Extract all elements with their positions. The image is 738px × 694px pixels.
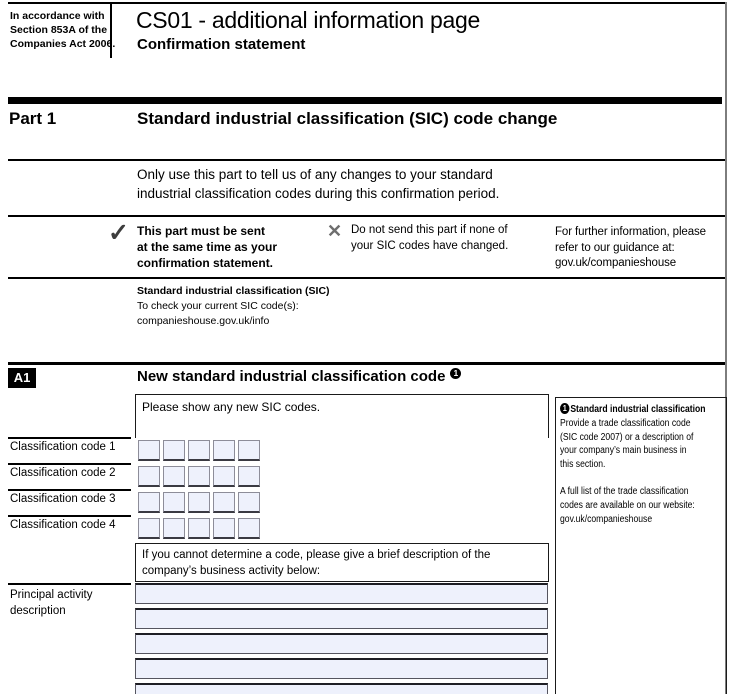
row-rule xyxy=(8,489,131,491)
further-info-line: refer to our guidance at: xyxy=(555,241,675,254)
part1-intro: Only use this part to tell us of any cha… xyxy=(137,166,499,204)
sic-codes-box: Please show any new SIC codes. xyxy=(135,394,549,438)
section-rule xyxy=(8,277,725,279)
guidance-line: Provide a trade classification code xyxy=(560,417,691,429)
guidance-note-heading: 1 Standard industrial classification xyxy=(560,402,725,417)
guidance-note-box: 1 Standard industrial classification Prov… xyxy=(555,397,727,694)
guidance-line: A full list of the trade classification xyxy=(560,485,689,497)
guidance-line: (SIC code 2007) or a description of xyxy=(560,431,694,443)
page-edge-line xyxy=(725,2,727,694)
classification-code-4-label: Classification code 4 xyxy=(10,519,116,531)
section-rule xyxy=(8,215,725,217)
sic-code-3-box[interactable] xyxy=(138,492,160,513)
guidance-line: codes are available on our website: xyxy=(560,499,695,511)
part1-bar xyxy=(8,97,722,104)
accordance-line: Companies Act 2006. xyxy=(10,37,116,50)
sic-code-3-box[interactable] xyxy=(238,492,260,513)
principal-activity-label: Principal activity description xyxy=(10,588,92,620)
sic-code-4-box[interactable] xyxy=(213,518,235,539)
intro-line: industrial classification codes during t… xyxy=(137,185,500,201)
sic-code-1-box[interactable] xyxy=(138,440,160,461)
principal-activity-field[interactable] xyxy=(135,683,548,694)
accordance-line: Section 853A of the xyxy=(10,23,108,36)
description-prompt-line: If you cannot determine a code, please g… xyxy=(142,549,491,561)
guidance-line: your company’s main business in xyxy=(560,445,687,457)
principal-activity-field[interactable] xyxy=(135,608,548,629)
must-send-line: at the same time as your xyxy=(137,240,278,255)
principal-activity-line: Principal activity xyxy=(10,589,93,601)
info-1-icon: 1 xyxy=(560,402,570,414)
further-info-link: gov.uk/companieshouse xyxy=(555,257,677,270)
sic-codes-instruction: Please show any new SIC codes. xyxy=(142,400,321,414)
form-subtitle: Confirmation statement xyxy=(137,36,306,53)
classification-code-2-label: Classification code 2 xyxy=(10,467,116,479)
further-info-line: For further information, please xyxy=(555,226,706,238)
guidance-note-content: 1 Standard industrial classification Prov… xyxy=(560,402,725,526)
classification-code-3-label: Classification code 3 xyxy=(10,493,116,505)
classification-code-3-cells xyxy=(138,492,260,513)
cross-icon: ✕ xyxy=(327,221,343,241)
sic-check-note: Standard industrial classification (SIC)… xyxy=(137,284,330,329)
description-prompt-line: company’s business activity below: xyxy=(142,565,321,578)
a1-rule xyxy=(8,362,725,365)
a1-heading-text: New standard industrial classification c… xyxy=(137,368,446,385)
sic-code-1-box[interactable] xyxy=(238,440,260,461)
header-divider xyxy=(110,4,112,58)
guidance-heading-text: Standard industrial classification xyxy=(570,404,706,415)
accordance-line: In accordance with xyxy=(10,10,105,22)
a1-section-badge: A1 xyxy=(8,368,36,388)
sic-code-2-box[interactable] xyxy=(138,466,160,487)
guidance-line: this section. xyxy=(560,459,606,471)
must-send-line: confirmation statement. xyxy=(137,256,274,271)
description-prompt-box: If you cannot determine a code, please g… xyxy=(135,543,549,582)
further-info-note: For further information, please refer to… xyxy=(555,225,706,272)
sic-code-2-box[interactable] xyxy=(188,466,210,487)
must-send-note: This part must be sent at the same time … xyxy=(137,223,277,271)
do-not-send-line: your SIC codes have changed. xyxy=(351,239,509,252)
sic-code-4-box[interactable] xyxy=(138,518,160,539)
sic-code-2-box[interactable] xyxy=(163,466,185,487)
intro-line: Only use this part to tell us of any cha… xyxy=(137,167,493,182)
row-rule xyxy=(8,515,131,517)
principal-activity-field[interactable] xyxy=(135,583,548,604)
classification-code-1-cells xyxy=(138,440,260,461)
sic-check-line: To check your current SIC code(s): xyxy=(137,299,299,312)
do-not-send-line: Do not send this part if none of xyxy=(351,224,508,236)
sic-code-4-box[interactable] xyxy=(238,518,260,539)
classification-code-4-cells xyxy=(138,518,260,539)
principal-activity-line: description xyxy=(10,604,66,617)
sic-code-1-box[interactable] xyxy=(188,440,210,461)
sic-code-1-box[interactable] xyxy=(213,440,235,461)
principal-activity-field[interactable] xyxy=(135,633,548,654)
sic-code-3-box[interactable] xyxy=(188,492,210,513)
sic-code-3-box[interactable] xyxy=(213,492,235,513)
classification-code-2-cells xyxy=(138,466,260,487)
top-rule xyxy=(8,2,725,4)
must-send-line: This part must be sent xyxy=(137,224,266,238)
a1-heading: New standard industrial classification c… xyxy=(137,367,462,385)
row-rule xyxy=(8,463,131,465)
guidance-link: gov.uk/companieshouse xyxy=(560,513,653,525)
accordance-note: In accordance with Section 853A of the C… xyxy=(10,10,115,52)
sic-code-2-box[interactable] xyxy=(213,466,235,487)
sic-code-4-box[interactable] xyxy=(188,518,210,539)
check-icon: ✓ xyxy=(108,219,129,247)
classification-code-1-label: Classification code 1 xyxy=(10,441,116,453)
do-not-send-note: Do not send this part if none of your SI… xyxy=(351,223,508,254)
form-title: CS01 - additional information page xyxy=(136,7,480,33)
principal-activity-field[interactable] xyxy=(135,658,548,679)
part1-label: Part 1 xyxy=(9,109,57,128)
row-rule xyxy=(8,583,131,585)
info-1-icon: 1 xyxy=(450,367,462,379)
sic-check-heading: Standard industrial classification (SIC) xyxy=(137,285,330,297)
section-rule xyxy=(8,159,725,161)
part1-heading: Standard industrial classification (SIC)… xyxy=(137,109,558,128)
sic-check-link: companieshouse.gov.uk/info xyxy=(137,314,270,327)
sic-code-1-box[interactable] xyxy=(163,440,185,461)
sic-code-3-box[interactable] xyxy=(163,492,185,513)
row-rule xyxy=(8,437,131,439)
sic-code-2-box[interactable] xyxy=(238,466,260,487)
sic-code-4-box[interactable] xyxy=(163,518,185,539)
